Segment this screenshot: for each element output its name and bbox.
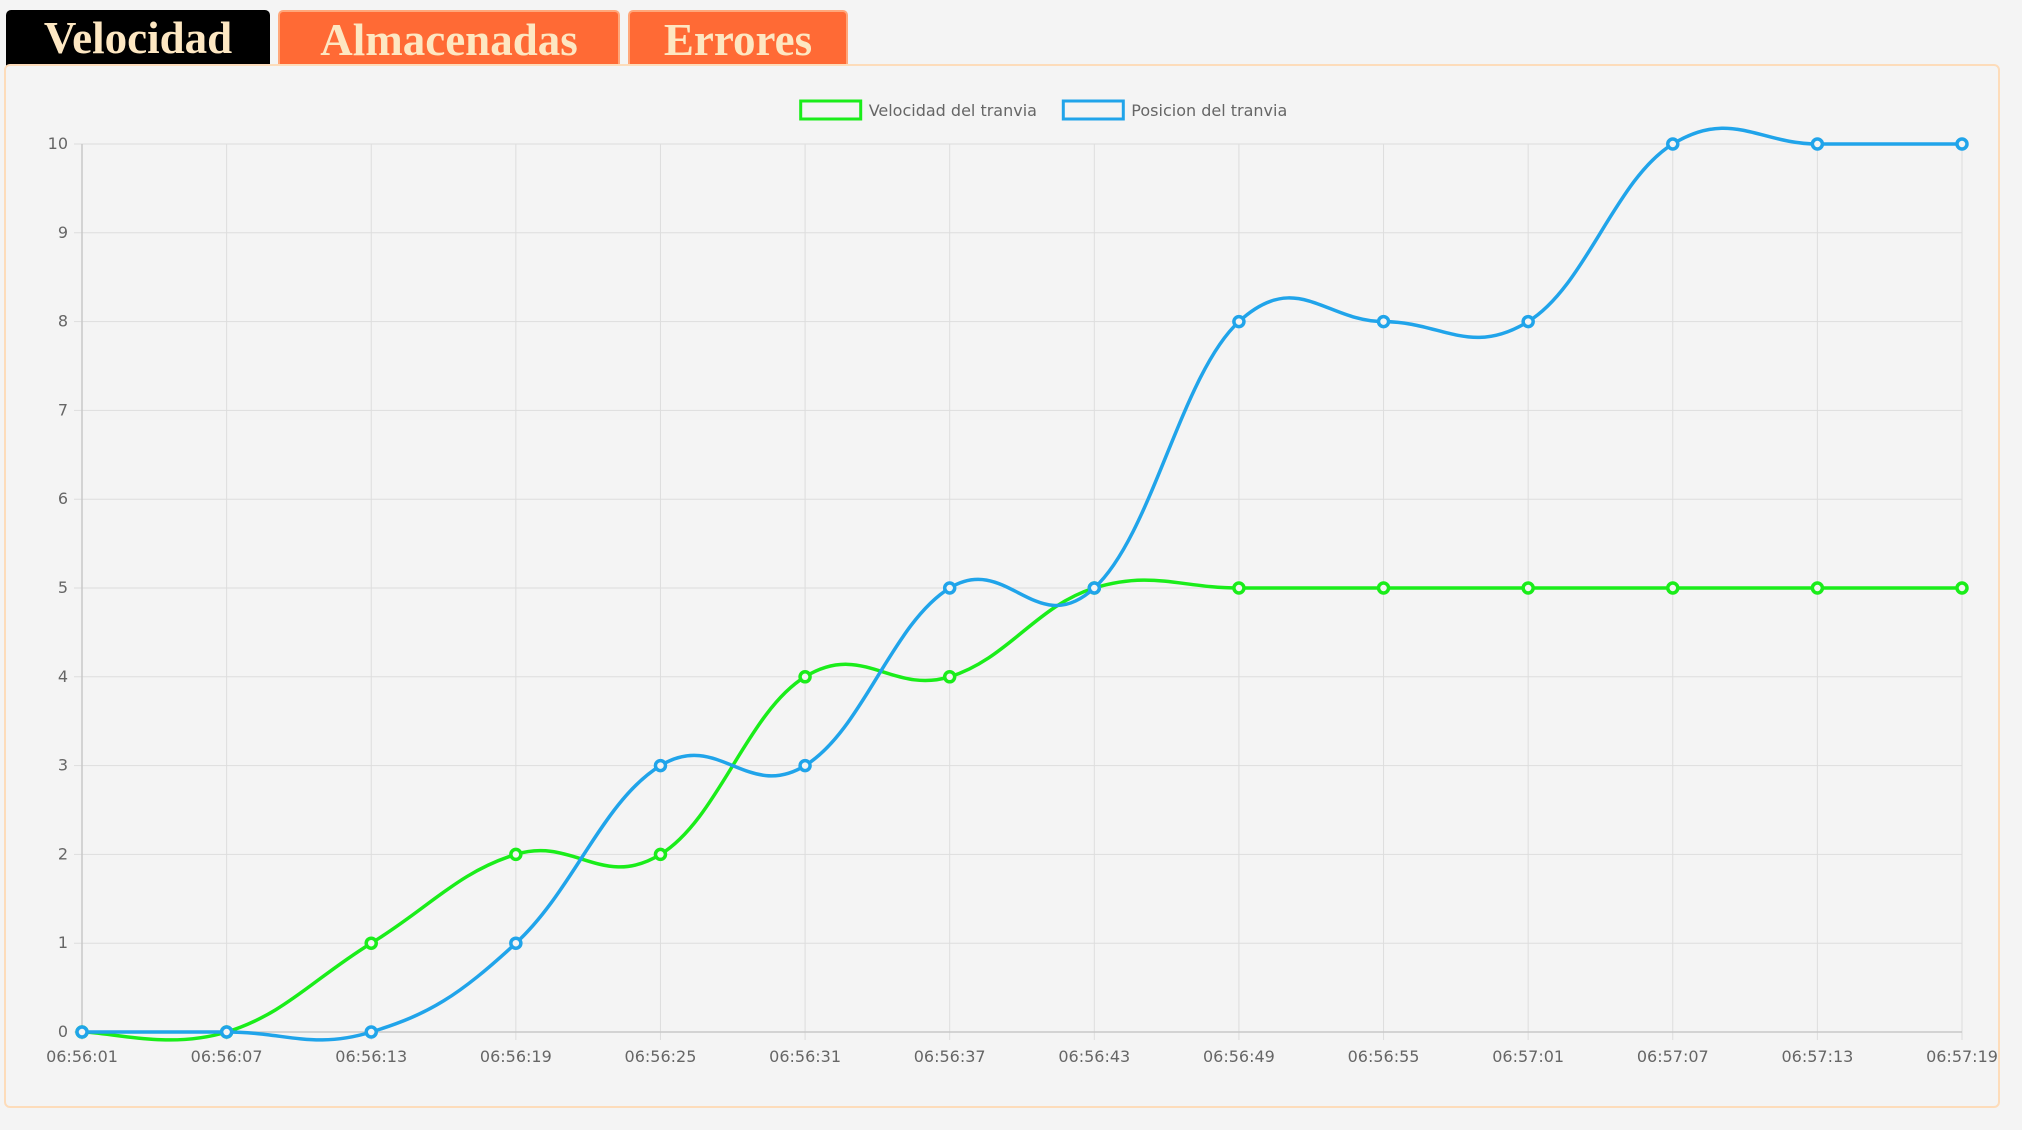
x-tick-label: 06:57:19 [1926, 1047, 1998, 1066]
data-point [1955, 581, 1969, 595]
x-tick-label: 06:56:25 [625, 1047, 697, 1066]
x-tick-label: 06:56:01 [46, 1047, 118, 1066]
data-point [942, 670, 957, 684]
y-tick-label: 6 [58, 489, 68, 508]
data-point [1955, 137, 1969, 151]
data-point [1810, 581, 1825, 595]
x-tick-label: 06:56:55 [1348, 1047, 1420, 1066]
chart-panel: 0 1 2 3 4 5 6 7 8 9 10 06:56:01 06:56:07 06:56:13 06:5… [4, 64, 2000, 1108]
data-point [798, 758, 812, 773]
data-point [364, 936, 378, 950]
tab-errores[interactable]: Errores [628, 10, 848, 66]
data-point [1232, 581, 1246, 595]
legend: Velocidad del tranvia Posicion del tranvi… [799, 99, 1287, 121]
grid [74, 143, 1963, 1040]
x-tick-label: 06:56:37 [914, 1047, 986, 1066]
x-tick-label: 06:56:43 [1058, 1047, 1130, 1066]
y-tick-label: 10 [48, 134, 68, 153]
data-point [1232, 314, 1246, 329]
data-point [1666, 581, 1680, 595]
legend-swatch [1061, 99, 1125, 121]
x-tick-label: 06:56:19 [480, 1047, 552, 1066]
data-point [798, 670, 812, 684]
series [75, 126, 1969, 1042]
y-tick-label: 2 [58, 844, 68, 863]
tab-almacenadas[interactable]: Almacenadas [278, 10, 620, 66]
data-point [1376, 581, 1391, 595]
x-tick-label: 06:57:13 [1781, 1047, 1853, 1066]
data-point [1376, 314, 1391, 329]
line-chart: 0 1 2 3 4 5 6 7 8 9 10 06:56:01 06:56:07 06:56:13 06:5… [46, 99, 1998, 1066]
x-tick-label: 06:56:31 [769, 1047, 841, 1066]
data-point [219, 1025, 234, 1039]
data-point [1521, 581, 1535, 595]
x-tick-label: 06:57:01 [1492, 1047, 1564, 1066]
x-tick-label: 06:56:07 [191, 1047, 263, 1066]
data-point [1521, 314, 1535, 329]
y-tick-label: 7 [58, 400, 68, 419]
y-tick-label: 5 [58, 578, 68, 597]
x-tick-label: 06:56:13 [335, 1047, 407, 1066]
data-point [1087, 581, 1102, 595]
data-point [653, 847, 668, 862]
legend-swatch [799, 99, 863, 121]
data-point [509, 847, 523, 862]
data-point [942, 581, 957, 595]
series-line [81, 578, 1962, 1042]
legend-label: Posicion del tranvia [1131, 101, 1287, 120]
axes: 0 1 2 3 4 5 6 7 8 9 10 06:56:01 06:56:07 06:56:13 06:5… [46, 134, 1998, 1066]
y-tick-label: 8 [58, 312, 68, 331]
data-point [653, 758, 668, 773]
data-point [364, 1025, 378, 1039]
legend-label: Velocidad del tranvia [869, 101, 1037, 120]
y-tick-label: 9 [58, 223, 68, 242]
x-tick-label: 06:56:49 [1203, 1047, 1275, 1066]
y-tick-label: 1 [58, 933, 68, 952]
series-line [81, 126, 1962, 1042]
data-point [1666, 137, 1680, 151]
data-point [1810, 137, 1825, 151]
y-tick-label: 4 [58, 667, 68, 686]
y-tick-label: 0 [58, 1022, 68, 1041]
data-point [509, 936, 523, 950]
tab-velocidad[interactable]: Velocidad [6, 10, 270, 66]
data-point [75, 1025, 89, 1039]
x-tick-label: 06:57:07 [1637, 1047, 1709, 1066]
y-tick-label: 3 [58, 756, 68, 775]
